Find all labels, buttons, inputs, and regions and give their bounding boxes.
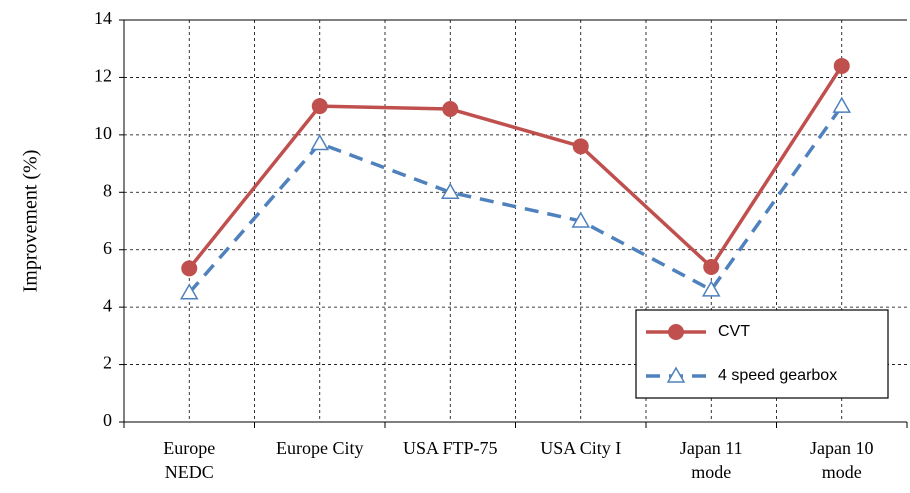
y-axis-label: Improvement (%) bbox=[20, 150, 42, 293]
x-tick-label: Japan 11 mode bbox=[680, 438, 743, 482]
x-tick-label: Europe City bbox=[276, 438, 364, 458]
point bbox=[181, 260, 198, 277]
point bbox=[311, 98, 328, 115]
x-tick-label: USA City I bbox=[540, 438, 621, 458]
y-tick-label: 10 bbox=[94, 123, 112, 143]
legend-marker bbox=[666, 366, 686, 383]
point bbox=[832, 96, 852, 113]
series-line bbox=[187, 105, 844, 294]
y-tick-label: 2 bbox=[103, 353, 112, 373]
legend-box bbox=[635, 309, 889, 399]
point bbox=[701, 280, 721, 297]
y-tick-label: 12 bbox=[94, 66, 112, 86]
y-tick-label: 14 bbox=[94, 8, 112, 28]
legend-label: CVT bbox=[718, 323, 750, 340]
legend-label: 4 speed gearbox bbox=[718, 367, 837, 384]
point bbox=[572, 138, 589, 155]
legend-marker bbox=[668, 324, 684, 340]
x-tick-label: Europe NEDC bbox=[163, 438, 215, 482]
x-tick-label: Japan 10 mode bbox=[810, 438, 873, 482]
point bbox=[442, 101, 459, 118]
point bbox=[833, 57, 850, 74]
point bbox=[440, 182, 460, 200]
x-tick-label: USA FTP-75 bbox=[403, 438, 498, 458]
series-line bbox=[187, 64, 844, 270]
y-tick-label: 0 bbox=[103, 410, 112, 430]
y-tick-label: 8 bbox=[103, 180, 112, 200]
point bbox=[179, 283, 199, 300]
point bbox=[310, 133, 330, 151]
point bbox=[571, 211, 591, 228]
y-tick-label: 4 bbox=[103, 295, 112, 315]
point bbox=[703, 258, 720, 275]
y-tick-label: 6 bbox=[103, 238, 112, 258]
